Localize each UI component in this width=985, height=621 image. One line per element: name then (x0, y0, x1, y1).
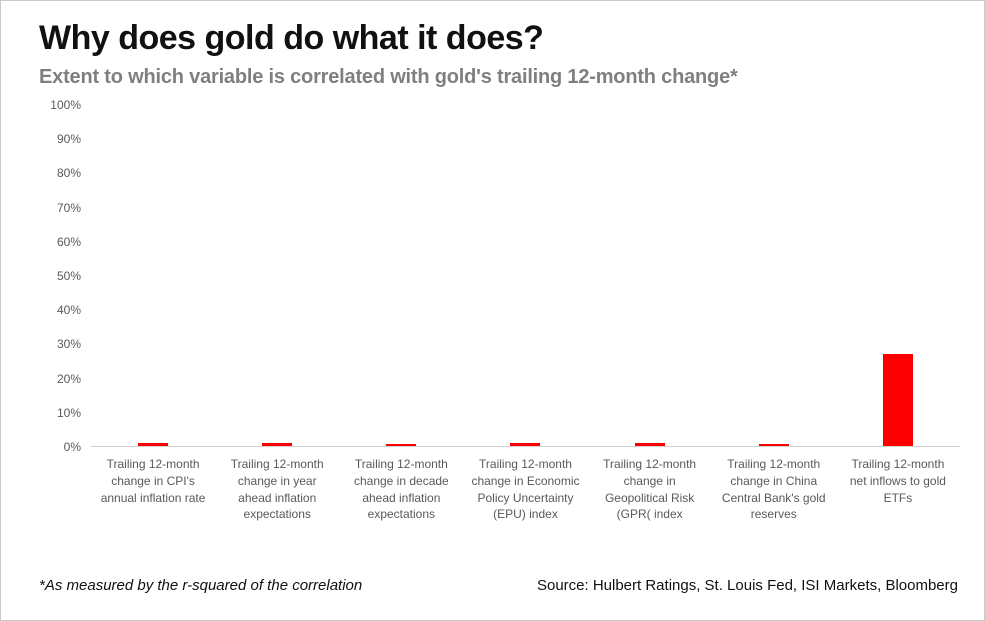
footnote: *As measured by the r-squared of the cor… (39, 577, 363, 594)
plot-area (91, 105, 960, 448)
y-tick-label: 80% (56, 166, 81, 181)
bar-slot (463, 105, 587, 447)
bar (634, 443, 665, 447)
x-category-label: Trailing 12-month change in CPI's annual… (100, 457, 206, 505)
y-tick-label: 10% (56, 405, 81, 420)
x-category-label: Trailing 12-month net inflows to gold ET… (849, 457, 946, 505)
bar-slot (91, 105, 215, 447)
bar-chart: 0% 10% 20% 30% 40% 50% 60% 70% 80% 90% 100% Traili… (39, 98, 960, 523)
chart-title: Why does gold do what it does? (39, 19, 544, 57)
x-axis-labels: Trailing 12-month change in CPI's annual… (91, 456, 960, 523)
source-attribution: Source: Hulbert Ratings, St. Louis Fed, … (536, 577, 958, 594)
chart-subtitle: Extent to which variable is correlated w… (39, 66, 738, 89)
y-tick-label: 100% (50, 98, 81, 113)
bar (510, 443, 541, 447)
bar (386, 444, 417, 447)
bar-slot (339, 105, 463, 447)
y-axis: 0% 10% 20% 30% 40% 50% 60% 70% 80% 90% 100% (39, 98, 91, 454)
y-tick-label: 20% (56, 371, 81, 386)
x-category-label: Trailing 12-month change in Geopolitical… (603, 457, 697, 522)
x-category-label: Trailing 12-month change in Economic Pol… (471, 457, 580, 522)
y-tick-label: 60% (56, 234, 81, 249)
x-category-label: Trailing 12-month change in year ahead i… (230, 457, 324, 522)
bar (758, 444, 789, 447)
y-tick-label: 0% (63, 440, 81, 455)
bar (882, 354, 913, 447)
bar (262, 443, 293, 447)
bar (138, 443, 169, 447)
x-category-label: Trailing 12-month change in China Centra… (721, 457, 826, 522)
bar-slot (712, 105, 836, 447)
y-tick-label: 30% (56, 337, 81, 352)
chart-footer: *As measured by the r-squared of the cor… (39, 577, 958, 594)
x-category-label: Trailing 12-month change in decade ahead… (353, 457, 449, 522)
y-tick-label: 40% (56, 303, 81, 318)
y-tick-label: 70% (56, 200, 81, 215)
bar-slot (588, 105, 712, 447)
y-tick-label: 50% (56, 269, 81, 284)
plot-column: Trailing 12-month change in CPI's annual… (91, 105, 960, 523)
bar-slot (215, 105, 339, 447)
y-tick-label: 90% (56, 132, 81, 147)
bar-slot (836, 105, 960, 447)
